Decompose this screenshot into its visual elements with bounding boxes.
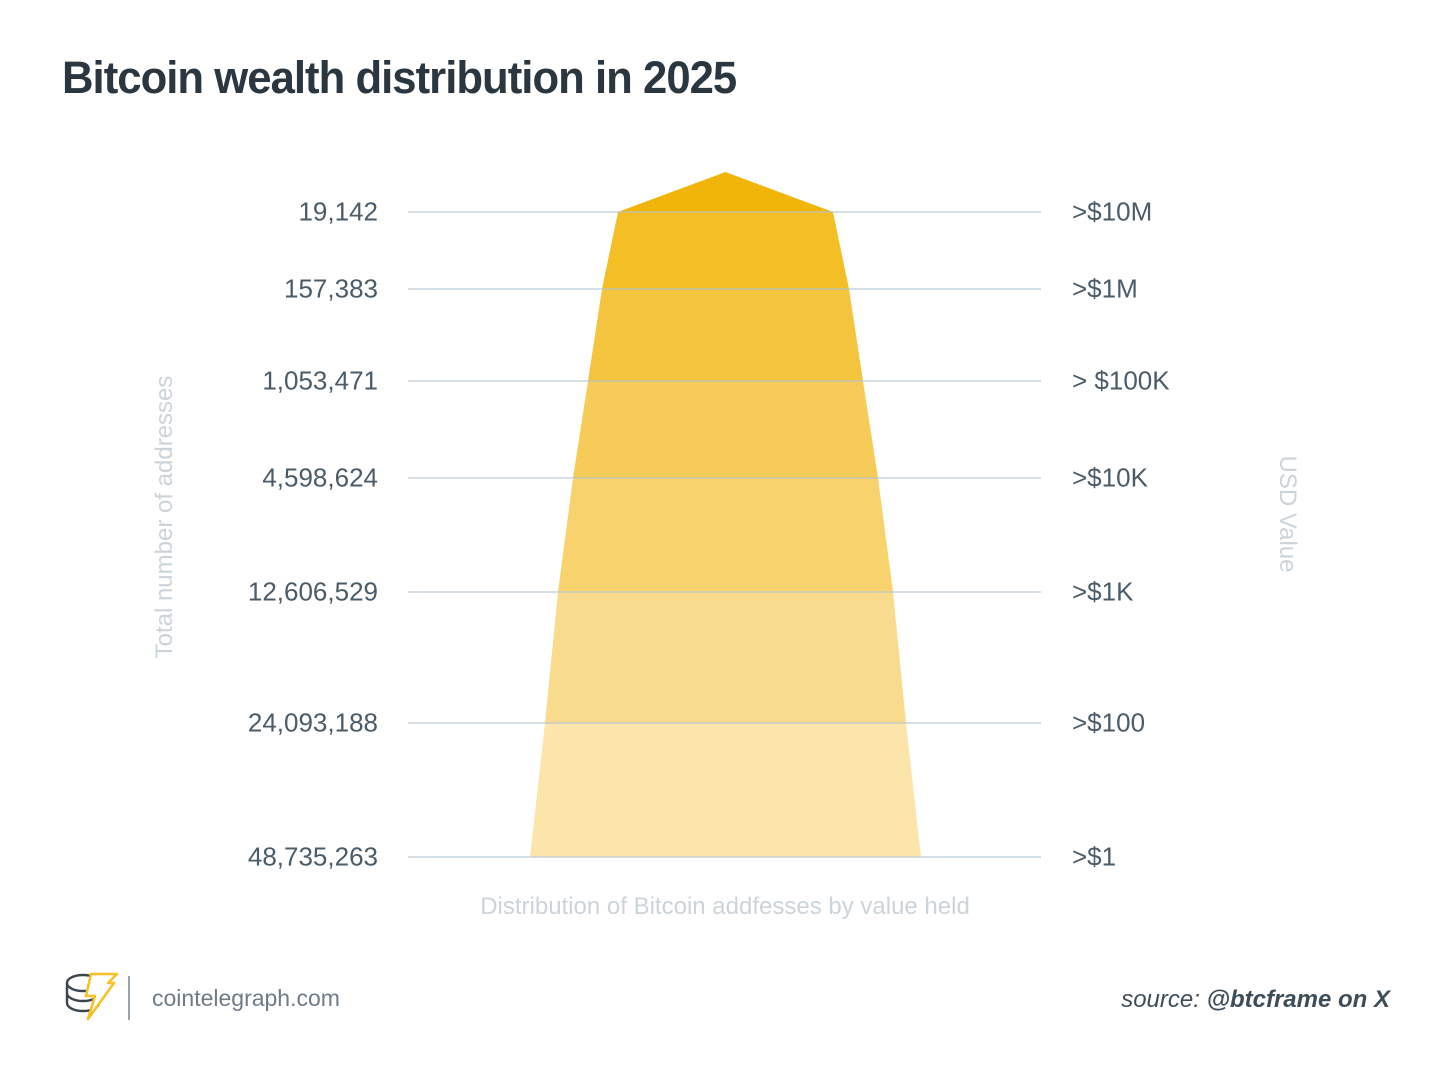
site-label: cointelegraph.com	[152, 985, 340, 1011]
usd-threshold-label: > $100K	[1072, 365, 1170, 396]
funnel-band-3	[573, 381, 878, 478]
source-prefix: source:	[1121, 986, 1200, 1013]
funnel-band-1	[602, 212, 849, 289]
funnel-band-6	[530, 723, 921, 857]
funnel-band-5	[545, 592, 906, 723]
address-count-label: 24,093,188	[247, 707, 378, 738]
usd-threshold-label: >$10K	[1072, 462, 1148, 493]
footer-divider	[128, 976, 130, 1020]
y-axis-title-right: USD Value	[1274, 455, 1301, 573]
address-count-label: 4,598,624	[262, 462, 378, 493]
funnel-band-4	[558, 478, 893, 592]
funnel-band-2	[588, 289, 863, 381]
source-handle: @btcframe on X	[1206, 986, 1390, 1013]
usd-threshold-label: >$1M	[1072, 273, 1138, 304]
usd-threshold-label: >$100	[1072, 707, 1146, 738]
usd-threshold-label: >$1K	[1072, 576, 1134, 607]
address-count-label: 12,606,529	[247, 576, 378, 607]
address-count-label: 19,142	[298, 196, 378, 227]
page-title: Bitcoin wealth distribution in 2025	[62, 52, 737, 103]
source-credit: source: @btcframe on X	[1121, 986, 1390, 1014]
cointelegraph-logo-icon	[65, 972, 118, 1021]
usd-threshold-label: >$10M	[1072, 196, 1153, 227]
address-count-label: 1,053,471	[262, 365, 378, 396]
x-axis-title: Distribution of Bitcoin addfesses by val…	[480, 893, 970, 920]
footer: cointelegraph.com source: @btcframe on X	[62, 970, 1390, 1030]
usd-threshold-label: >$1	[1072, 841, 1117, 872]
funnel-apex	[618, 172, 833, 212]
address-count-label: 157,383	[284, 273, 378, 304]
y-axis-title-left: Total number of addresses	[151, 375, 178, 659]
address-count-label: 48,735,263	[247, 841, 378, 872]
